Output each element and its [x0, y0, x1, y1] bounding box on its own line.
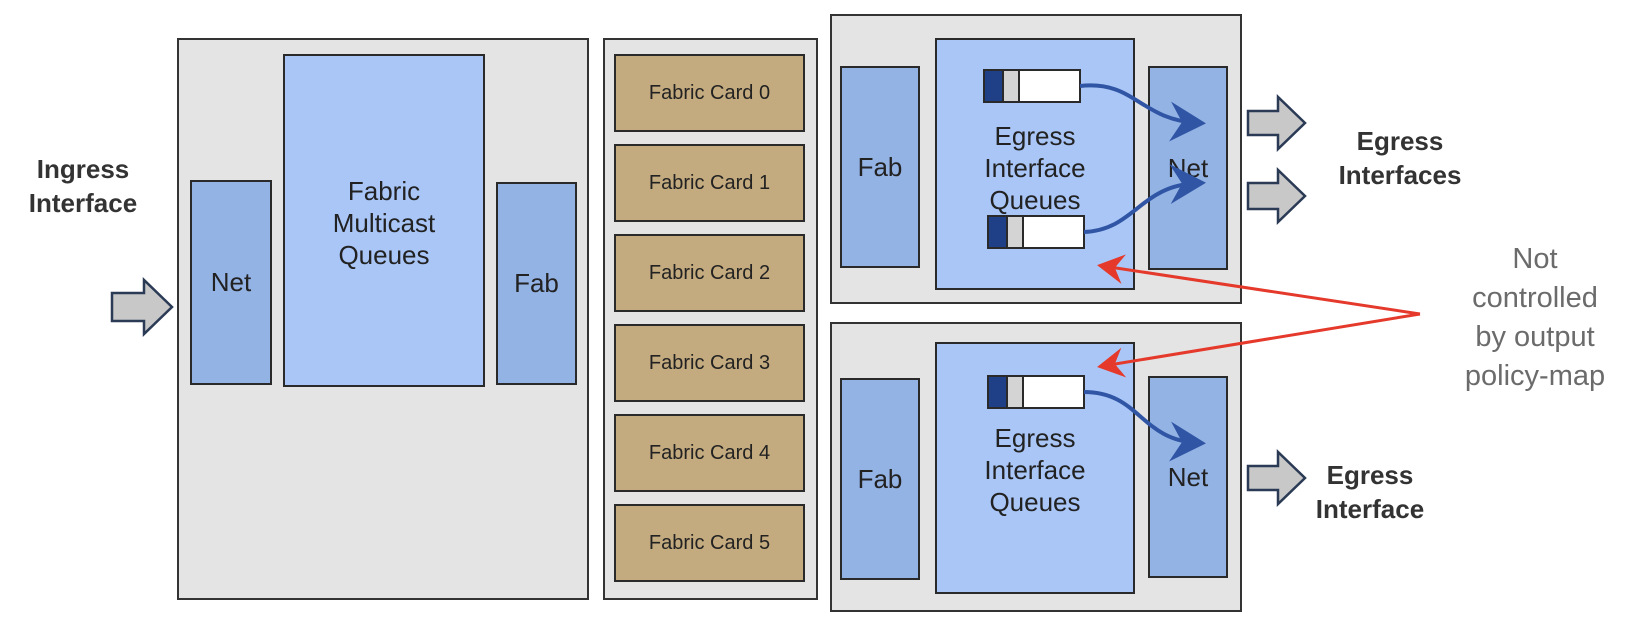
ingress-net-block: Net	[190, 180, 272, 385]
egress-bottom-net-block: Net	[1148, 376, 1228, 578]
fabric-card-2: Fabric Card 2	[614, 234, 805, 312]
note-arrow-top	[1097, 254, 1421, 316]
queue-to-net-arrow-top-2	[1083, 163, 1206, 234]
note-line1: Not	[1512, 243, 1558, 275]
ingress-interface-label: Ingress Interface	[28, 152, 138, 220]
note-arrow-bottom	[1097, 312, 1421, 378]
fabric-card-2-label: Fabric Card 2	[648, 261, 771, 284]
egress-interfaces-label: Egress Interfaces	[1320, 124, 1480, 192]
fmq-line3: Queues	[338, 240, 430, 270]
egress-bottom-net-label: Net	[1167, 461, 1209, 492]
egress-interface-line2: Interface	[1315, 494, 1425, 524]
egress-top-queues-line3: Queues	[989, 185, 1081, 215]
ingress-net-label: Net	[210, 267, 252, 297]
queue-to-net-arrow-bottom	[1083, 390, 1206, 462]
egress-top-fab-label: Fab	[857, 151, 903, 182]
egress-top-fab-block: Fab	[840, 66, 920, 268]
fabric-card-3: Fabric Card 3	[614, 324, 805, 402]
egress-bottom-queues-line2: Interface	[984, 455, 1086, 485]
egress-arrow-icon-3	[1246, 449, 1307, 507]
fabric-card-4: Fabric Card 4	[614, 414, 805, 492]
fabric-card-5: Fabric Card 5	[614, 504, 805, 582]
queue-to-net-arrow-top-1	[1079, 83, 1206, 142]
ingress-fab-label: Fab	[514, 268, 559, 298]
fabric-card-0-label: Fabric Card 0	[648, 81, 771, 104]
queue-icon-top-2	[987, 215, 1085, 249]
ingress-fab-block: Fab	[496, 182, 577, 385]
fabric-card-4-label: Fabric Card 4	[648, 441, 771, 464]
egress-top-queues-line2: Interface	[984, 153, 1086, 183]
not-controlled-note: Not controlled by output policy-map	[1440, 240, 1630, 396]
fabric-multicast-queues: Fabric Multicast Queues	[283, 54, 485, 387]
fabric-card-1: Fabric Card 1	[614, 144, 805, 222]
note-line2: controlled	[1472, 282, 1598, 314]
ingress-arrow-icon	[110, 277, 174, 337]
fmq-line2: Multicast	[332, 208, 436, 238]
fabric-card-0: Fabric Card 0	[614, 54, 805, 132]
note-line3: by output	[1475, 321, 1595, 353]
egress-bottom-fab-label: Fab	[857, 463, 903, 494]
egress-interfaces-line2: Interfaces	[1338, 160, 1462, 190]
egress-arrow-icon-2	[1246, 167, 1307, 225]
egress-bottom-fab-block: Fab	[840, 378, 920, 580]
fmq-line1: Fabric	[347, 176, 421, 206]
egress-interface-line1: Egress	[1326, 460, 1414, 490]
egress-bottom-queues-line3: Queues	[989, 487, 1081, 517]
queue-icon-bottom	[987, 375, 1085, 409]
egress-bottom-queues-line1: Egress	[994, 423, 1076, 453]
egress-top-queues-line1: Egress	[994, 121, 1076, 151]
fabric-card-5-label: Fabric Card 5	[648, 531, 771, 554]
egress-interface-label: Egress Interface	[1295, 458, 1445, 526]
egress-arrow-icon-1	[1246, 94, 1307, 152]
note-line4: policy-map	[1464, 360, 1606, 392]
egress-interfaces-line1: Egress	[1356, 126, 1444, 156]
ingress-label-line2: Interface	[28, 188, 138, 218]
fabric-card-1-label: Fabric Card 1	[648, 171, 771, 194]
queue-icon-top-1	[983, 69, 1081, 103]
fabric-card-3-label: Fabric Card 3	[648, 351, 771, 374]
ingress-label-line1: Ingress	[36, 154, 130, 184]
